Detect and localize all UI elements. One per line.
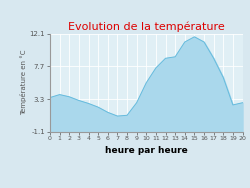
Y-axis label: Température en °C: Température en °C xyxy=(20,50,27,115)
X-axis label: heure par heure: heure par heure xyxy=(105,146,188,155)
Title: Evolution de la température: Evolution de la température xyxy=(68,21,224,32)
